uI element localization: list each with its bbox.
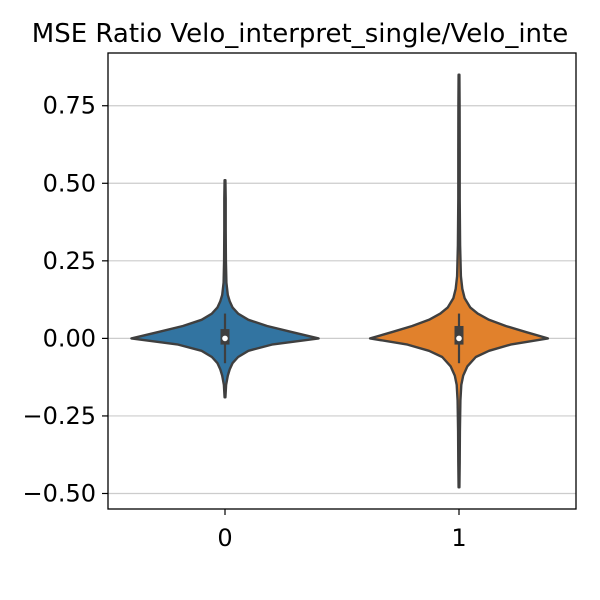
y-tick-label: −0.25 — [22, 402, 96, 430]
violin-body-1 — [368, 73, 550, 489]
violin-median-point — [456, 335, 462, 342]
violins — [130, 73, 550, 489]
y-tick-label: 0.25 — [43, 247, 96, 275]
y-tick-label: −0.50 — [22, 479, 96, 507]
violin-iqr-box — [454, 325, 464, 345]
violin-body-0 — [130, 179, 320, 399]
violin-median-point — [222, 335, 228, 342]
y-axis: −0.50 −0.25 0.00 0.25 0.50 0.75 — [22, 92, 108, 507]
y-tick-label: 0.75 — [43, 92, 96, 120]
grid-lines — [108, 105, 576, 495]
y-tick-label: 0.00 — [43, 324, 96, 352]
x-tick-label: 1 — [451, 524, 466, 552]
x-tick-label: 0 — [217, 524, 232, 552]
plot-frame — [107, 52, 577, 510]
y-tick-label: 0.50 — [43, 169, 96, 197]
chart-title: MSE Ratio Velo_interpret_single/Velo_int… — [32, 19, 568, 49]
